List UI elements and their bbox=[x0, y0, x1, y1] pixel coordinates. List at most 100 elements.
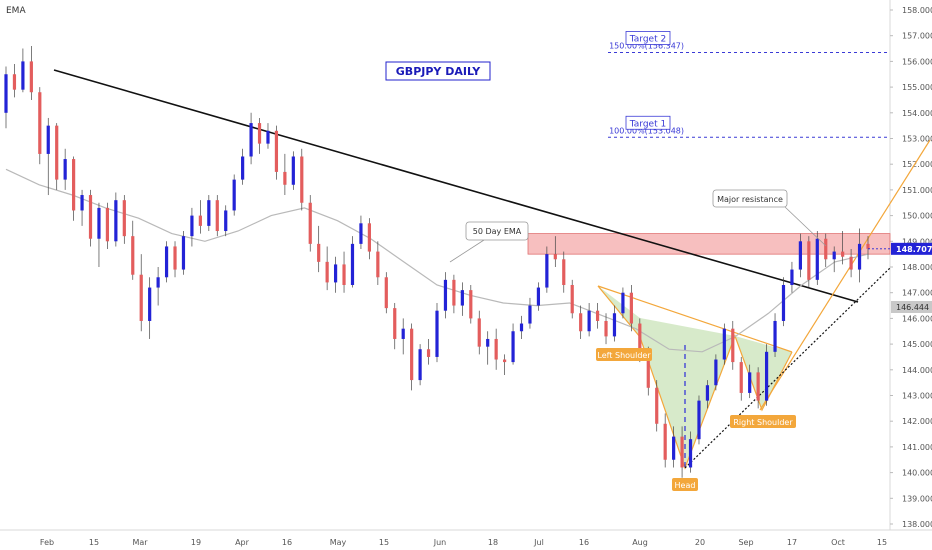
candle-body[interactable] bbox=[55, 125, 59, 180]
candle-body[interactable] bbox=[688, 439, 693, 468]
candle-body[interactable] bbox=[376, 251, 380, 278]
candle-body[interactable] bbox=[333, 264, 338, 283]
candle-body[interactable] bbox=[181, 236, 186, 270]
candle-body[interactable] bbox=[443, 279, 448, 311]
candle-body[interactable] bbox=[815, 238, 819, 280]
candle-body[interactable] bbox=[798, 241, 802, 270]
candle-body[interactable] bbox=[257, 123, 262, 144]
candle-body[interactable] bbox=[122, 200, 126, 237]
candle-body[interactable] bbox=[756, 372, 760, 401]
candle-body[interactable] bbox=[663, 423, 667, 460]
candle-body[interactable] bbox=[536, 287, 541, 306]
candle-body[interactable] bbox=[714, 359, 718, 386]
candle-body[interactable] bbox=[190, 215, 194, 237]
candle-body[interactable] bbox=[705, 385, 710, 401]
candle-body[interactable] bbox=[595, 310, 600, 321]
candle-body[interactable] bbox=[29, 61, 33, 93]
candle-body[interactable] bbox=[308, 202, 312, 244]
candle-body[interactable] bbox=[604, 320, 608, 337]
candle-body[interactable] bbox=[587, 310, 591, 332]
candle-body[interactable] bbox=[790, 269, 794, 285]
candle-body[interactable] bbox=[739, 362, 743, 393]
candle-body[interactable] bbox=[173, 246, 177, 270]
candle-body[interactable] bbox=[232, 179, 236, 211]
candle-body[interactable] bbox=[486, 338, 490, 347]
candle-body[interactable] bbox=[97, 207, 101, 239]
candle-body[interactable] bbox=[841, 251, 845, 257]
candle-body[interactable] bbox=[612, 313, 617, 337]
candle-body[interactable] bbox=[511, 331, 515, 363]
candle-body[interactable] bbox=[291, 156, 295, 185]
candle-body[interactable] bbox=[722, 328, 726, 360]
candle-body[interactable] bbox=[156, 277, 160, 288]
candle-body[interactable] bbox=[697, 400, 701, 440]
candle-body[interactable] bbox=[477, 318, 481, 347]
candle-body[interactable] bbox=[426, 349, 431, 357]
candle-body[interactable] bbox=[503, 359, 507, 363]
candle-body[interactable] bbox=[579, 313, 583, 332]
candle-body[interactable] bbox=[46, 125, 50, 154]
candle-body[interactable] bbox=[672, 436, 676, 460]
candle-body[interactable] bbox=[80, 195, 84, 211]
candle-body[interactable] bbox=[545, 254, 549, 288]
candle-body[interactable] bbox=[72, 159, 76, 211]
candle-body[interactable] bbox=[680, 436, 684, 468]
candle-body[interactable] bbox=[553, 254, 557, 260]
candle-body[interactable] bbox=[410, 328, 414, 381]
candle-body[interactable] bbox=[824, 238, 828, 260]
candle-body[interactable] bbox=[283, 171, 287, 185]
candle-body[interactable] bbox=[274, 130, 279, 172]
candle-body[interactable] bbox=[249, 123, 253, 157]
candle-body[interactable] bbox=[731, 328, 735, 363]
candle-body[interactable] bbox=[528, 305, 532, 324]
candle-body[interactable] bbox=[63, 159, 67, 180]
candle-body[interactable] bbox=[460, 290, 464, 306]
candle-body[interactable] bbox=[342, 264, 346, 285]
candle-body[interactable] bbox=[748, 372, 752, 393]
candle-body[interactable] bbox=[88, 195, 93, 239]
candle-body[interactable] bbox=[469, 290, 473, 319]
candle-body[interactable] bbox=[452, 279, 456, 306]
candle-body[interactable] bbox=[215, 200, 219, 232]
candle-body[interactable] bbox=[435, 310, 439, 357]
candle-body[interactable] bbox=[629, 292, 633, 324]
candle-body[interactable] bbox=[570, 284, 574, 314]
candle-body[interactable] bbox=[494, 338, 498, 360]
candle-body[interactable] bbox=[832, 251, 836, 260]
candle-body[interactable] bbox=[12, 74, 17, 90]
candle-body[interactable] bbox=[241, 156, 245, 180]
candle-body[interactable] bbox=[4, 74, 8, 113]
candle-body[interactable] bbox=[359, 223, 363, 244]
candle-body[interactable] bbox=[350, 243, 355, 285]
candle-body[interactable] bbox=[781, 284, 786, 321]
candle-body[interactable] bbox=[418, 349, 422, 381]
candle-body[interactable] bbox=[857, 243, 862, 270]
candle-body[interactable] bbox=[131, 236, 135, 275]
candle-body[interactable] bbox=[384, 277, 388, 309]
candle-body[interactable] bbox=[325, 261, 329, 283]
candle-body[interactable] bbox=[519, 323, 524, 332]
candle-body[interactable] bbox=[367, 223, 371, 252]
candle-body[interactable] bbox=[849, 256, 853, 270]
descending-trendline[interactable] bbox=[53, 69, 859, 303]
candle-body[interactable] bbox=[300, 156, 304, 203]
candle-body[interactable] bbox=[621, 292, 625, 314]
candle-body[interactable] bbox=[773, 320, 777, 352]
candle-body[interactable] bbox=[401, 328, 405, 339]
resistance-zone[interactable] bbox=[527, 233, 891, 255]
candle-body[interactable] bbox=[393, 308, 397, 339]
candle-body[interactable] bbox=[562, 259, 566, 285]
candle-body[interactable] bbox=[866, 243, 870, 249]
candle-body[interactable] bbox=[148, 287, 152, 321]
candle-body[interactable] bbox=[164, 246, 169, 278]
candle-body[interactable] bbox=[655, 387, 659, 424]
candle-body[interactable] bbox=[266, 130, 270, 144]
candle-body[interactable] bbox=[638, 323, 642, 355]
candle-body[interactable] bbox=[38, 92, 42, 154]
candle-body[interactable] bbox=[21, 61, 25, 90]
candle-body[interactable] bbox=[646, 354, 650, 388]
candle-body[interactable] bbox=[317, 243, 321, 262]
candle-body[interactable] bbox=[198, 215, 202, 226]
candle-body[interactable] bbox=[807, 241, 811, 280]
